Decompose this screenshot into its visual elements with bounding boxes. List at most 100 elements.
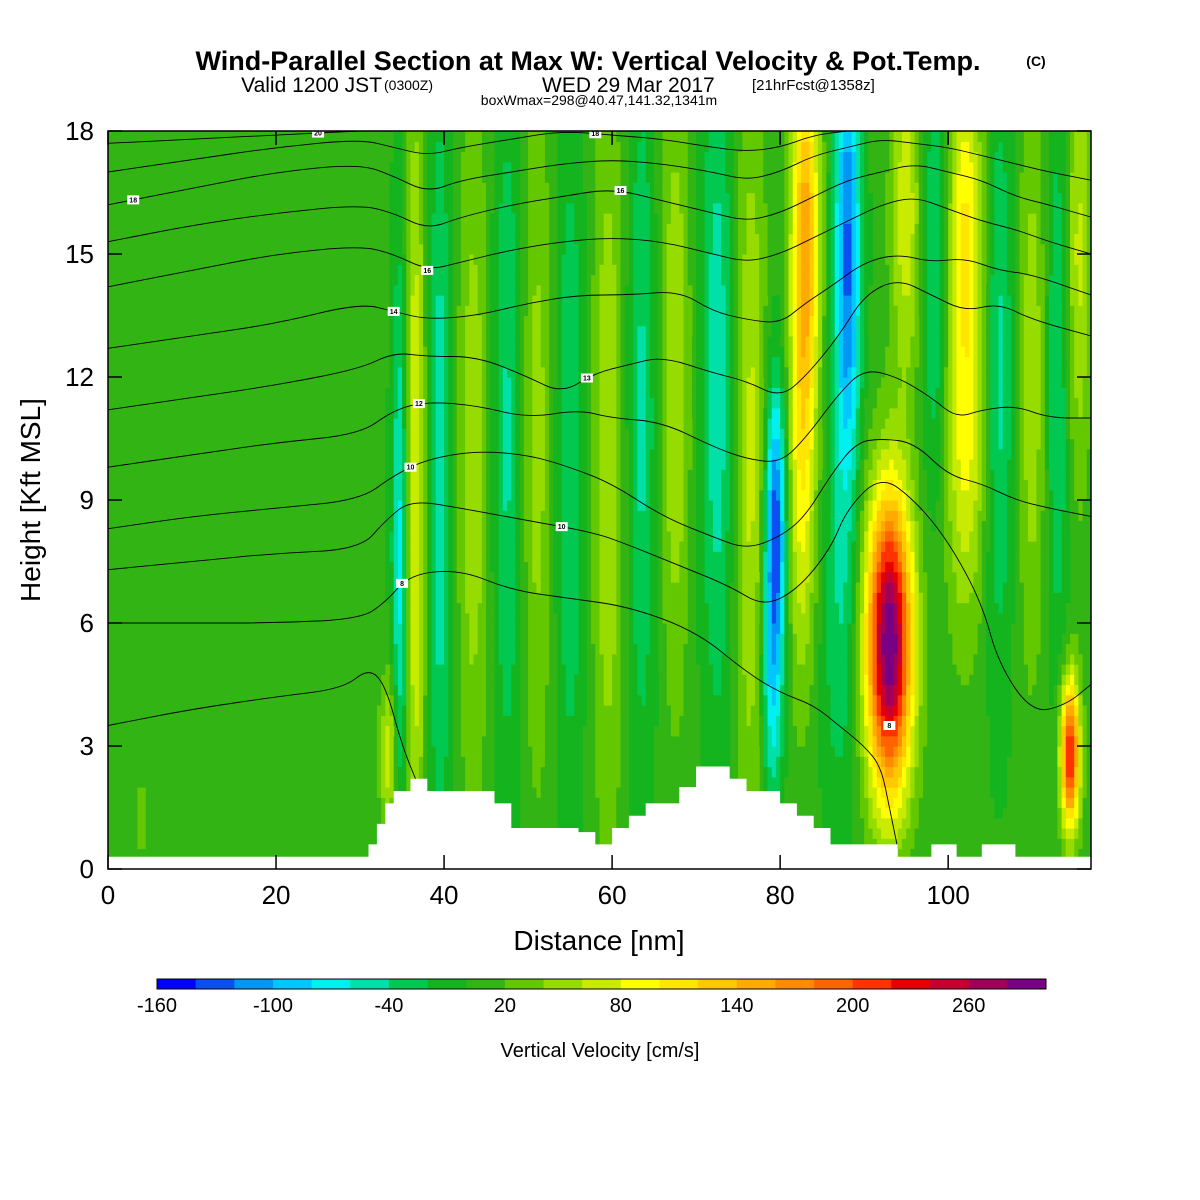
field-cell [603, 530, 609, 542]
field-cell [465, 715, 470, 727]
field-cell [666, 571, 672, 583]
field-cell [843, 592, 848, 604]
field-cell [570, 602, 575, 614]
field-cell [771, 530, 777, 542]
field-cell [864, 817, 869, 829]
field-cell [561, 684, 567, 696]
field-cell [801, 776, 806, 788]
field-cell [893, 541, 899, 552]
field-cell [733, 694, 739, 706]
field-cell [847, 776, 853, 788]
field-cell [801, 684, 806, 696]
field-cell [507, 715, 512, 727]
field-cell [528, 582, 533, 593]
field-cell [939, 664, 945, 675]
field-cell [431, 571, 437, 583]
field-cell [901, 746, 907, 757]
field-cell [704, 602, 710, 614]
field-cell [969, 664, 974, 675]
field-cell [565, 633, 571, 645]
field-cell [687, 776, 693, 788]
field-cell [1070, 653, 1075, 665]
field-cell [645, 715, 651, 727]
field-cell [780, 694, 785, 706]
field-cell [427, 541, 433, 552]
field-cell [893, 592, 899, 604]
field-cell [137, 766, 143, 778]
field-cell [998, 797, 1004, 809]
field-cell [1032, 602, 1037, 614]
field-cell [502, 735, 508, 747]
field-cell [712, 756, 718, 768]
field-cell [876, 756, 882, 768]
field-cell [649, 684, 655, 696]
field-cell [431, 705, 437, 716]
field-cell [775, 582, 781, 593]
field-cell [410, 653, 416, 665]
field-cell [876, 807, 882, 819]
field-cell [477, 561, 483, 573]
field-cell [595, 582, 601, 593]
field-cell [565, 541, 571, 552]
field-cell [414, 582, 420, 593]
field-cell [137, 787, 143, 798]
field-cell [603, 725, 609, 737]
field-cell [607, 797, 613, 809]
field-cell [515, 602, 521, 614]
field-cell [561, 797, 567, 809]
field-cell [742, 602, 748, 614]
field-cell [607, 551, 613, 563]
field-cell [784, 776, 790, 788]
field-cell [389, 561, 395, 573]
field-cell [1036, 705, 1042, 716]
field-cell [901, 817, 907, 829]
field-cell [813, 571, 819, 583]
field-cell [385, 530, 391, 542]
field-cell [637, 807, 643, 819]
field-cell [897, 592, 903, 604]
field-cell [675, 746, 680, 757]
field-cell [511, 756, 517, 768]
field-cell [133, 746, 139, 757]
field-cell [788, 653, 794, 665]
field-cell [120, 817, 126, 829]
field-cell [414, 735, 420, 747]
field-cell [805, 694, 811, 706]
field-cell [645, 582, 651, 593]
field-cell [880, 766, 886, 778]
field-cell [502, 705, 508, 716]
field-cell [838, 674, 844, 686]
field-cell [1023, 551, 1029, 563]
field-cell [960, 571, 966, 583]
field-cell [767, 664, 773, 675]
field-cell [876, 582, 882, 593]
field-cell [591, 776, 596, 788]
field-cell [427, 694, 433, 706]
field-cell [960, 664, 966, 675]
field-cell [1019, 766, 1025, 778]
field-cell [536, 797, 542, 809]
field-cell [746, 746, 752, 757]
field-cell [838, 592, 844, 604]
field-cell [607, 684, 613, 696]
field-cell [406, 530, 412, 542]
field-cell [826, 571, 832, 583]
field-cell [1002, 766, 1008, 778]
field-cell [1053, 797, 1058, 809]
field-cell [708, 664, 714, 675]
field-cell [994, 674, 1000, 686]
field-cell [813, 664, 819, 675]
field-cell [599, 561, 605, 573]
field-cell [591, 530, 596, 542]
field-cell [595, 541, 601, 552]
field-cell [481, 541, 487, 552]
field-cell [633, 776, 638, 788]
field-cell [511, 612, 517, 624]
field-cell [700, 551, 706, 563]
field-cell [536, 653, 542, 665]
field-cell [603, 623, 609, 634]
field-cell [1074, 776, 1079, 788]
field-cell [969, 756, 974, 768]
field-cell [994, 633, 1000, 645]
field-cell [780, 582, 785, 593]
